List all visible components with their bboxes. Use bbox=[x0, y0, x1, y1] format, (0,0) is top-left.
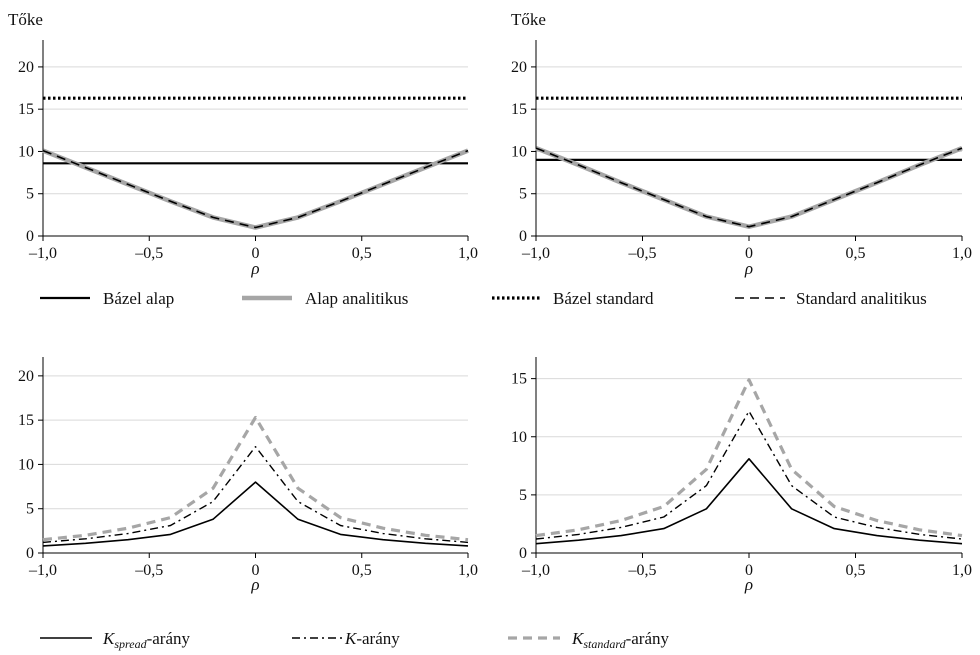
y-tick-label: 20 bbox=[18, 59, 34, 76]
x-tick-label: –1,0 bbox=[521, 562, 550, 579]
legend-label: Kspread-arány bbox=[102, 629, 190, 651]
chart-panel-2: 0 5 10 15 20 –1,0 –0,5 0 0,5 1,0 Tőke ρ bbox=[511, 10, 972, 278]
x-tick-label: 0 bbox=[745, 245, 753, 262]
y-tick-label: 5 bbox=[26, 501, 34, 518]
series-line-3 bbox=[535, 378, 963, 538]
x-tick-label: –1,0 bbox=[521, 245, 550, 262]
x-tick-label: 0,5 bbox=[846, 562, 866, 579]
y-axis-title: Tőke bbox=[8, 10, 43, 29]
series-line-2 bbox=[42, 446, 469, 544]
x-tick-label: 0 bbox=[745, 562, 753, 579]
series-line-1 bbox=[42, 481, 469, 547]
legend-label: Kstandard-arány bbox=[571, 629, 669, 651]
y-tick-label: 0 bbox=[519, 545, 527, 562]
x-tick-label: 0,5 bbox=[846, 245, 866, 262]
chart-panel-3: 0 5 10 15 20 –1,0 –0,5 0 0,5 1,0 ρ bbox=[18, 357, 478, 594]
legend-label: Alap analitikus bbox=[305, 289, 408, 308]
y-tick-label: 15 bbox=[511, 101, 527, 118]
y-tick-label: 15 bbox=[511, 371, 527, 388]
y-tick-label: 0 bbox=[26, 228, 34, 245]
y-tick-label: 20 bbox=[511, 59, 527, 76]
x-tick-label: 1,0 bbox=[952, 562, 972, 579]
legend-label: K-arány bbox=[344, 629, 400, 648]
y-tick-label: 0 bbox=[519, 228, 527, 245]
x-tick-label: –0,5 bbox=[134, 245, 163, 262]
y-tick-label: 5 bbox=[519, 186, 527, 203]
y-tick-label: 10 bbox=[511, 429, 527, 446]
y-tick-label: 10 bbox=[18, 143, 34, 160]
legend-bottom: Kspread-arány K-arány Kstandard-arány bbox=[40, 629, 669, 651]
legend-top: Bázel alap Alap analitikus Bázel standard S… bbox=[40, 289, 927, 308]
series-line-2 bbox=[535, 410, 963, 540]
x-tick-label: 1,0 bbox=[458, 562, 478, 579]
y-tick-label: 5 bbox=[26, 186, 34, 203]
x-axis-title: ρ bbox=[744, 575, 753, 594]
series-line-4 bbox=[42, 149, 469, 229]
series-line-2 bbox=[42, 148, 469, 230]
chart-panel-1: 0 5 10 15 20 –1,0 –0,5 0 0,5 1,0 Tőke ρ bbox=[8, 10, 478, 278]
x-tick-label: 1,0 bbox=[458, 245, 478, 262]
legend-label: Bázel alap bbox=[103, 289, 174, 308]
y-tick-label: 10 bbox=[511, 143, 527, 160]
x-axis-title: ρ bbox=[250, 575, 259, 594]
x-tick-label: –0,5 bbox=[628, 245, 657, 262]
x-tick-label: 1,0 bbox=[952, 245, 972, 262]
x-tick-label: 0 bbox=[252, 245, 260, 262]
x-axis-title: ρ bbox=[744, 259, 753, 278]
series-line-3 bbox=[42, 415, 469, 542]
y-tick-label: 5 bbox=[519, 487, 527, 504]
x-tick-label: 0,5 bbox=[352, 245, 372, 262]
y-axis-title: Tőke bbox=[511, 10, 546, 29]
legend-label: Bázel standard bbox=[553, 289, 654, 308]
x-tick-label: –1,0 bbox=[28, 245, 57, 262]
x-tick-label: 0 bbox=[252, 562, 260, 579]
y-tick-label: 0 bbox=[26, 545, 34, 562]
series-line-4 bbox=[535, 147, 963, 228]
y-tick-label: 10 bbox=[18, 456, 34, 473]
x-tick-label: –0,5 bbox=[628, 562, 657, 579]
y-tick-label: 20 bbox=[18, 368, 34, 385]
x-tick-label: –0,5 bbox=[134, 562, 163, 579]
y-tick-label: 15 bbox=[18, 412, 34, 429]
chart-panel-4: 0 5 10 15 –1,0 –0,5 0 0,5 1,0 ρ bbox=[511, 357, 972, 594]
x-tick-label: –1,0 bbox=[28, 562, 57, 579]
y-tick-label: 15 bbox=[18, 101, 34, 118]
legend-label: Standard analitikus bbox=[796, 289, 927, 308]
x-axis-title: ρ bbox=[250, 259, 259, 278]
x-tick-label: 0,5 bbox=[352, 562, 372, 579]
series-line-1 bbox=[535, 457, 963, 545]
